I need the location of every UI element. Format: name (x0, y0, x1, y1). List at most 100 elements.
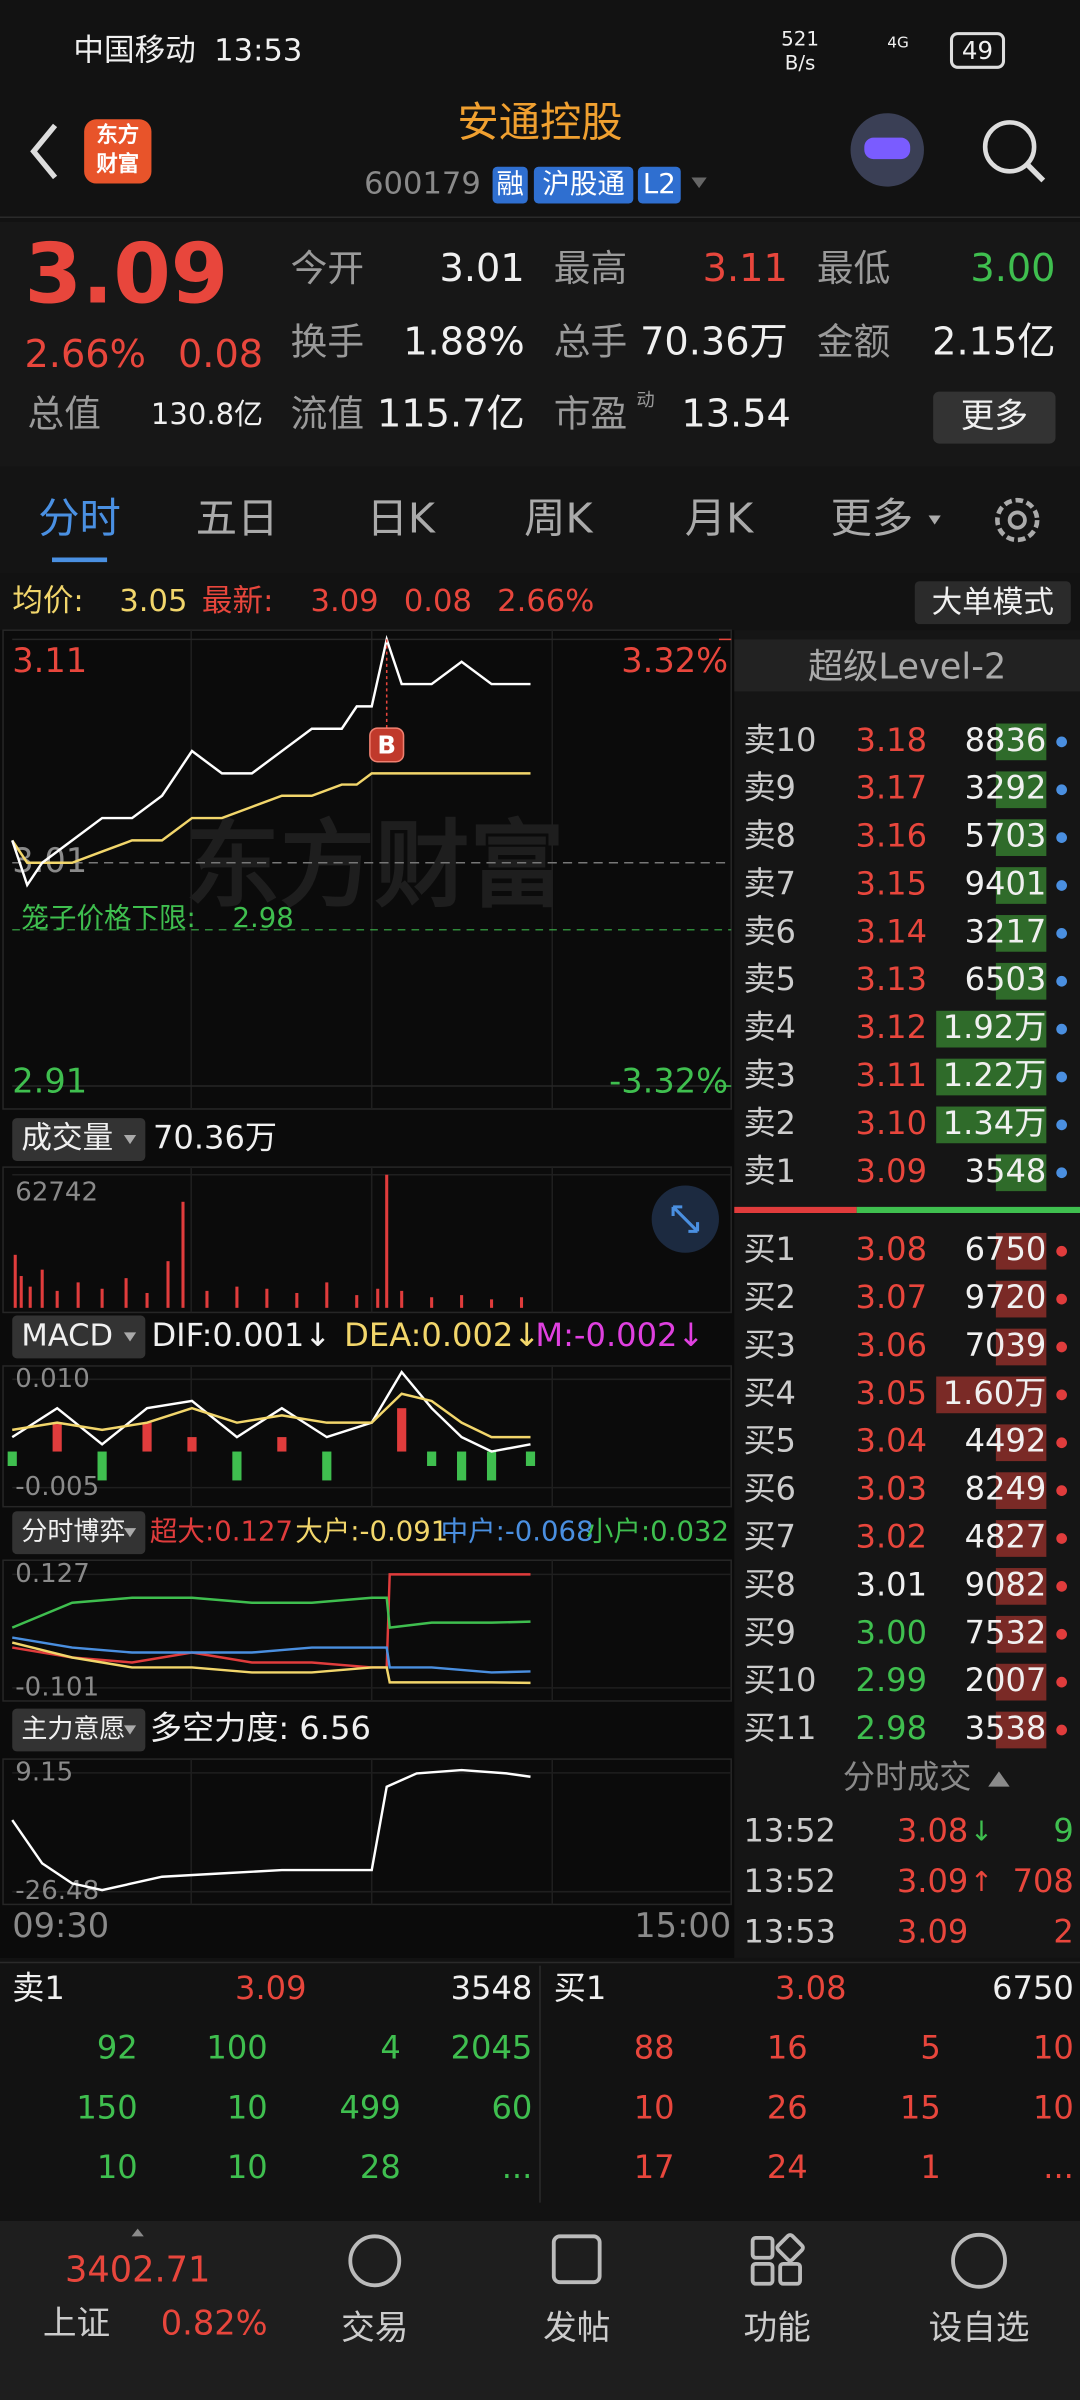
book-level: 卖9 (743, 769, 796, 807)
indicator-selector[interactable] (12, 1118, 146, 1161)
latest-label: 最新: (202, 584, 273, 619)
queue-order: 4 (380, 2029, 400, 2067)
logo-text: 东方 (96, 122, 139, 148)
expand-icon (671, 1205, 700, 1233)
volume-highlight (995, 723, 1047, 761)
stat-label: 总手 (554, 321, 627, 364)
book-dot (1056, 1071, 1067, 1083)
nav-item[interactable]: 发帖 (543, 2308, 610, 2347)
queue-order: 499 (339, 2088, 400, 2126)
mode-button[interactable] (914, 581, 1071, 625)
post-icon[interactable] (551, 2234, 602, 2285)
book-dot (1056, 975, 1067, 987)
indicator-selector[interactable] (12, 1315, 146, 1359)
book-dot (1056, 1341, 1067, 1353)
trade-time: 13:52 (743, 1862, 836, 1900)
book-volume: 9401 (965, 865, 1047, 903)
series-line (12, 1392, 531, 1439)
indicator-selector[interactable] (12, 1708, 146, 1752)
queue-label: 卖1 (12, 1969, 65, 2007)
volume-highlight (995, 819, 1047, 856)
trade-marker (369, 727, 405, 763)
selector-arrow (123, 1332, 137, 1342)
book-volume: 1.60万 (943, 1374, 1047, 1412)
net-speed: 521 (781, 27, 819, 50)
stat-value: 130.8亿 (151, 397, 263, 431)
book-level: 卖10 (743, 721, 816, 759)
volume-bar (145, 1292, 149, 1308)
book-level: 卖8 (743, 817, 796, 855)
stock-tag (533, 166, 634, 204)
trade-icon[interactable] (348, 2234, 402, 2288)
tab: 五日 (196, 495, 279, 543)
y-tick-label: 2.91 (12, 1061, 87, 1100)
volume-highlight (995, 867, 1047, 904)
settings-button[interactable] (995, 497, 1040, 543)
y-tick-label: 0.127 (15, 1559, 89, 1589)
nav-item[interactable]: 功能 (743, 2308, 810, 2347)
stock-code: 600179 (364, 167, 481, 202)
more-button-label: 更多 (961, 396, 1028, 435)
function-icon (750, 2261, 775, 2286)
back-button[interactable] (30, 123, 58, 180)
queue-order: 2045 (451, 2029, 533, 2067)
selector-arrow (123, 1528, 137, 1538)
function-icon[interactable] (750, 2235, 775, 2260)
selector-arrow (123, 1134, 137, 1145)
book-level: 买8 (743, 1565, 796, 1603)
book-divider-red (734, 1206, 857, 1214)
book-volume: 9720 (965, 1278, 1047, 1316)
queue-order: 16 (767, 2029, 808, 2067)
volume-bar (265, 1288, 269, 1308)
indicator-name: 成交量 (21, 1121, 113, 1156)
change: 0.08 (178, 333, 263, 377)
nav-item[interactable]: 设自选 (929, 2308, 1030, 2347)
battery-icon (949, 32, 1006, 69)
chart-frame (2, 629, 732, 1110)
legend-entry: DEA:0.002↓ (344, 1316, 540, 1354)
volume-bar (55, 1290, 59, 1308)
volume-bar (400, 1290, 404, 1308)
stock-tag-label: 沪股通 (542, 168, 625, 200)
nav-item[interactable]: 交易 (341, 2308, 408, 2347)
y-tick-label: 0.010 (15, 1364, 89, 1394)
book-volume: 1.34万 (943, 1104, 1047, 1142)
y-tick-label: -0.101 (15, 1672, 99, 1702)
queue-order: ... (1043, 2148, 1074, 2186)
queue-order: 10 (97, 2148, 138, 2186)
x-tick-label: 15:00 (634, 1906, 731, 1945)
volume-bar (295, 1292, 299, 1308)
search-button[interactable] (982, 120, 1037, 174)
book-dot (1056, 1167, 1067, 1179)
stat-label: 总值 (28, 393, 101, 436)
index-value: 3402.71 (65, 2250, 210, 2291)
stat-value: 3.00 (970, 247, 1055, 291)
book-volume: 6750 (965, 1230, 1047, 1268)
cage-value: 2.98 (233, 902, 294, 934)
book-dot (1056, 1485, 1067, 1496)
volume-bar (490, 1299, 494, 1308)
book-dot (1056, 1628, 1067, 1640)
volume-bar (355, 1295, 359, 1308)
trades-sort-arrow[interactable] (988, 1771, 1010, 1787)
indicator-selector[interactable] (12, 1511, 146, 1555)
avg-label: 均价: (12, 584, 83, 619)
watchlist-icon[interactable] (951, 2232, 1007, 2289)
book-price: 3.15 (856, 865, 928, 903)
volume-highlight (995, 962, 1047, 1000)
stock-tag-label: 融 (496, 168, 524, 200)
macd-bar (457, 1451, 467, 1481)
more-button[interactable] (933, 391, 1056, 444)
stat-value: 70.36万 (640, 321, 788, 365)
last-price: 3.09 (24, 226, 228, 322)
indicator-name: 分时博弈 (21, 1517, 125, 1547)
book-price: 2.98 (856, 1709, 928, 1747)
book-dot (1056, 1119, 1067, 1131)
dropdown-arrow[interactable] (691, 177, 707, 189)
book-level: 买9 (743, 1613, 796, 1651)
volume-highlight (936, 1058, 1047, 1096)
stat-value: 3.11 (703, 247, 788, 291)
tab-bar (0, 466, 1080, 574)
indicator-name: 主力意愿 (21, 1715, 125, 1745)
macd-bar (187, 1437, 197, 1452)
